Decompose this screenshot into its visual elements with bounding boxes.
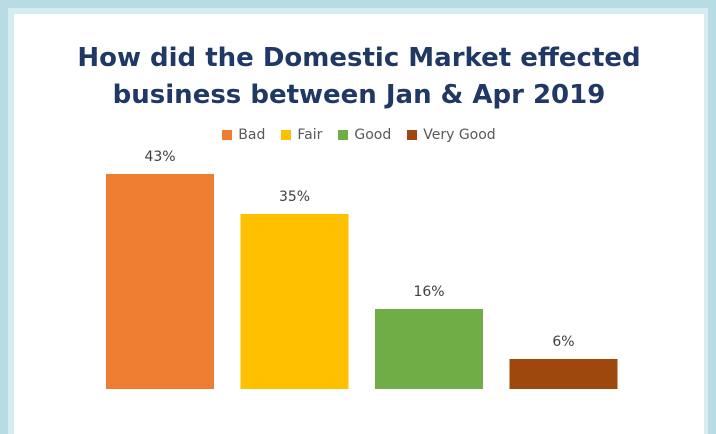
chart-area: How did the Domestic Market effected bus… <box>14 14 704 434</box>
legend-item-good: Good <box>338 127 391 143</box>
legend-item-very-good: Very Good <box>407 127 496 143</box>
legend-swatch-very-good <box>407 130 418 140</box>
bar-bad <box>106 174 214 389</box>
chart-legend: Bad Fair Good Very Good <box>14 127 704 143</box>
data-label-bad: 43% <box>144 149 175 165</box>
legend-swatch-bad <box>222 130 233 140</box>
legend-label-bad: Bad <box>238 127 266 143</box>
bar-very-good <box>509 359 618 389</box>
legend-swatch-fair <box>281 130 292 140</box>
bar-fair <box>240 214 349 389</box>
chart-title-line-2: business between Jan & Apr 2019 <box>112 80 606 110</box>
bar-good <box>375 309 483 389</box>
legend-label-fair: Fair <box>297 127 323 143</box>
data-label-good: 16% <box>413 284 444 300</box>
legend-label-very-good: Very Good <box>423 127 496 143</box>
chart-title-line-1: How did the Domestic Market effected <box>77 43 641 73</box>
data-label-very-good: 6% <box>552 334 574 350</box>
legend-swatch-good <box>338 130 349 140</box>
legend-item-fair: Fair <box>281 127 322 143</box>
legend-item-bad: Bad <box>222 127 265 143</box>
chart-title: How did the Domestic Market effected bus… <box>14 40 704 114</box>
bar-chart-plot: 43% 35% 16% 6% <box>106 149 618 389</box>
legend-label-good: Good <box>354 127 392 143</box>
data-label-fair: 35% <box>279 189 310 205</box>
